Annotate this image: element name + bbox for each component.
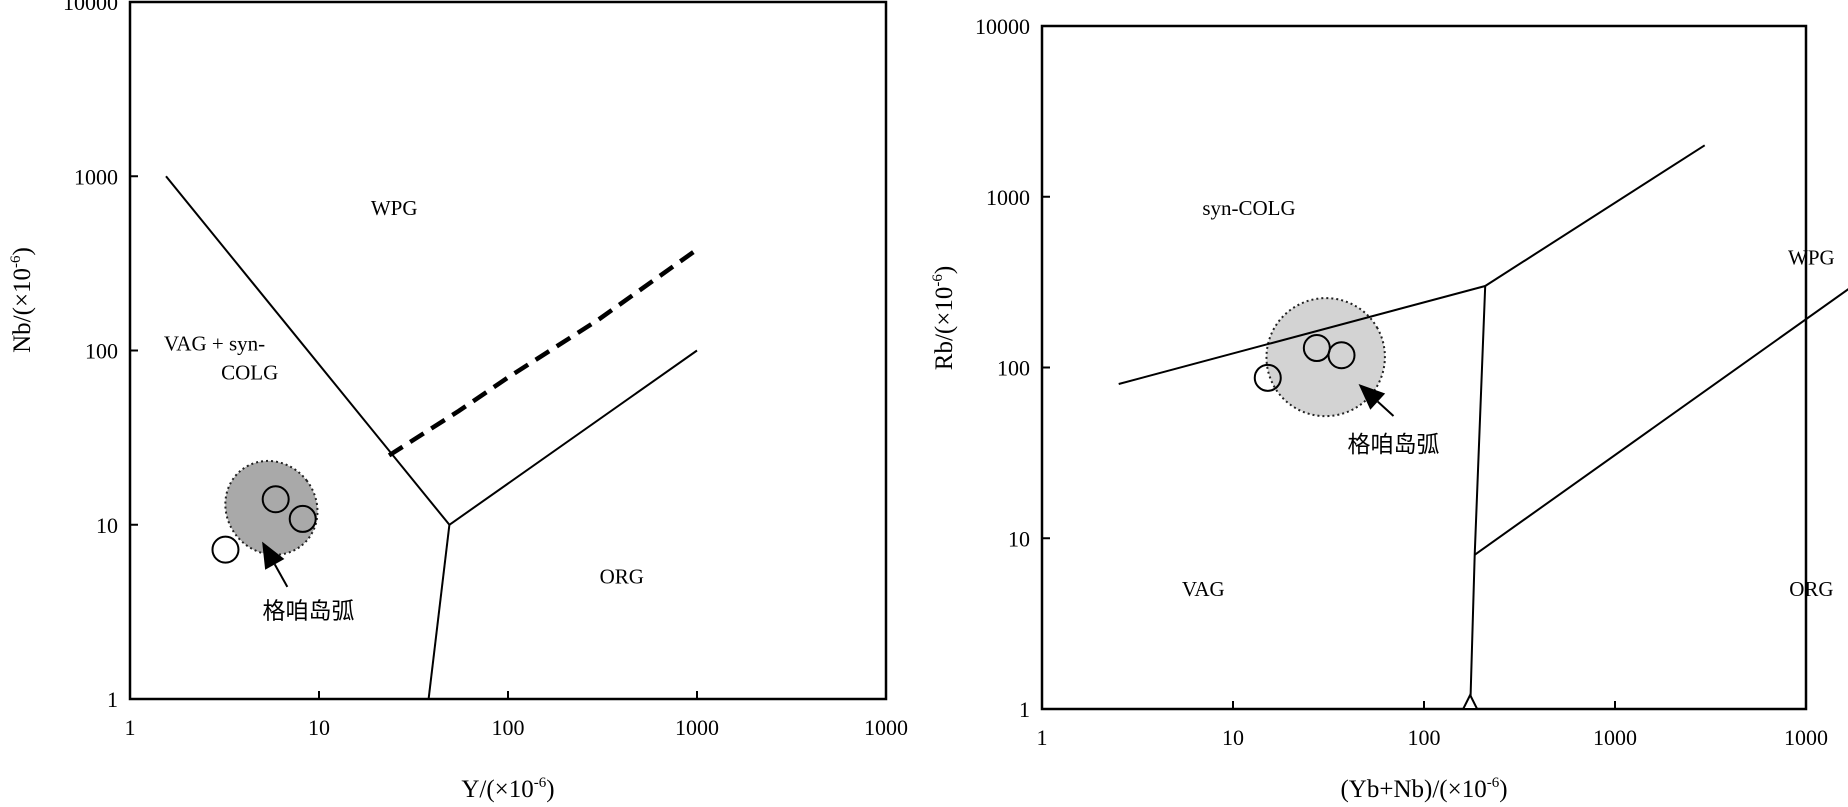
plot-frame-right xyxy=(1040,24,1808,711)
arrow-shaft xyxy=(273,563,289,588)
region-label-syn-colg: syn-COLG xyxy=(1202,196,1295,220)
region-label-wpg: WPG xyxy=(371,196,418,220)
boundary-vag-syn-colg xyxy=(1118,285,1486,385)
chart-right: 1 10 100 1000 1000 1 10 100 1000 10000 syn-COLG WPG… xyxy=(930,14,1848,803)
y-tick-label: 10 xyxy=(1008,526,1030,551)
field-callout-label: 格咱岛弧 xyxy=(263,598,355,624)
x-tick-label: 1 xyxy=(1037,725,1048,750)
region-label-org: ORG xyxy=(600,565,644,589)
x-tick-label: 10 xyxy=(1222,725,1244,750)
y-axis-label-left: Nb/(×10-6) xyxy=(8,247,36,353)
y-tick-label: 1 xyxy=(1019,697,1030,722)
y-tick-label: 100 xyxy=(85,339,118,364)
y-tick-label: 10 xyxy=(96,513,118,538)
region-label-vag: VAG xyxy=(1182,577,1225,601)
gezando-arc-field xyxy=(224,459,319,556)
y-tick-label: 1 xyxy=(107,687,118,712)
region-label-vag-syn-colg-2: COLG xyxy=(221,361,278,385)
sample-point xyxy=(211,535,240,564)
x-tick-label: 100 xyxy=(492,715,525,740)
boundary-vag-org xyxy=(427,524,451,700)
y-tick-label: 1000 xyxy=(74,164,118,189)
chart-left: 1 10 100 1000 1000 1 10 100 1000 10000 WPG VAG + sy… xyxy=(8,0,908,803)
sample-point xyxy=(261,485,290,514)
sample-point xyxy=(1253,363,1282,392)
y-axis-label-right: Rb/(×10-6) xyxy=(930,266,958,370)
region-label-vag-syn-colg-1: VAG + syn- xyxy=(164,332,265,356)
x-tick-label: 10 xyxy=(308,715,330,740)
y-tick-label: 10000 xyxy=(63,0,118,15)
arrow-head xyxy=(1358,384,1386,410)
x-tick-label: 1000 xyxy=(1784,725,1828,750)
x-tick-label: 1 xyxy=(125,715,136,740)
x-tick-label: 1000 xyxy=(1593,725,1637,750)
y-tick-label: 100 xyxy=(997,356,1030,381)
boundary-wpg-org xyxy=(1474,288,1848,556)
boundary-wpg-org xyxy=(448,349,698,526)
arrow-head xyxy=(262,541,285,570)
x-axis-label-left: Y/(×10-6) xyxy=(461,775,554,803)
sample-point xyxy=(288,504,317,533)
arrow-shaft xyxy=(1377,400,1395,417)
x-tick-label: 1000 xyxy=(675,715,719,740)
field-callout-label: 格咱岛弧 xyxy=(1347,432,1439,458)
boundary-wpg-vag xyxy=(165,175,451,526)
region-label-wpg: WPG xyxy=(1788,246,1835,270)
y-tick-label: 10000 xyxy=(975,14,1030,39)
x-axis-label-right: (Yb+Nb)/(×10-6) xyxy=(1340,775,1507,803)
y-tick-label: 1000 xyxy=(986,185,1030,210)
boundary-syn-colg-wpg xyxy=(1484,144,1706,287)
boundary-vag-org xyxy=(1469,285,1487,710)
x-tick-label: 100 xyxy=(1408,725,1441,750)
axis-triangle-marker xyxy=(1461,692,1479,710)
sample-point xyxy=(1327,341,1356,370)
x-tick-label: 1000 xyxy=(864,715,908,740)
boundary-dashed xyxy=(387,247,699,458)
region-label-org: ORG xyxy=(1789,577,1833,601)
